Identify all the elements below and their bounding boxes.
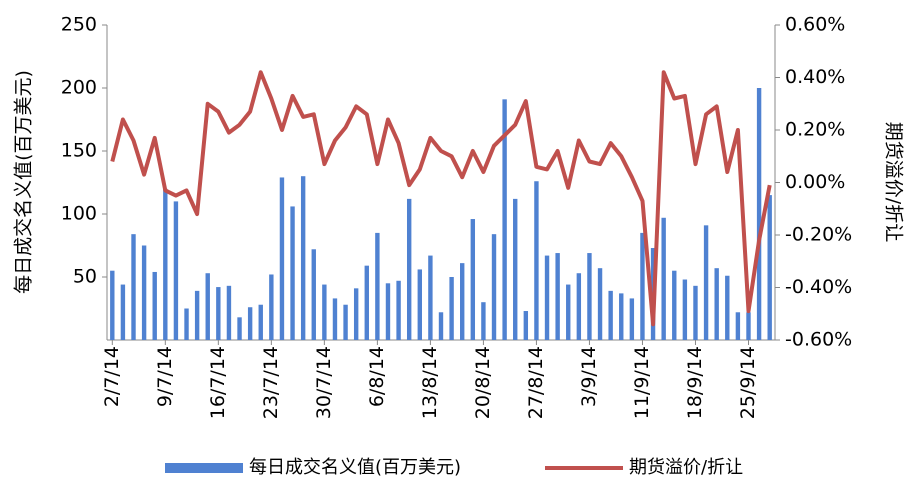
x-tick-label: 2/7/14 xyxy=(101,346,123,407)
bar xyxy=(184,308,189,340)
bar xyxy=(226,285,232,340)
bar xyxy=(460,263,465,340)
bar xyxy=(502,99,507,340)
bar xyxy=(353,288,359,340)
bar xyxy=(163,188,168,340)
bar xyxy=(513,198,518,340)
x-tick-label: 11/9/14 xyxy=(631,346,653,419)
bar xyxy=(470,219,476,340)
y2-tick-label: -0.40% xyxy=(785,276,852,298)
bar xyxy=(555,253,560,340)
bar xyxy=(428,255,433,340)
bar xyxy=(725,275,730,340)
x-tick-label: 9/7/14 xyxy=(154,346,176,407)
bar xyxy=(566,284,571,340)
y2-tick-label: 0.20% xyxy=(785,119,845,141)
bar xyxy=(449,277,454,340)
bar xyxy=(438,312,444,340)
bar xyxy=(481,302,486,340)
bar xyxy=(672,270,677,340)
bar xyxy=(491,234,497,340)
bar xyxy=(693,285,698,340)
bar xyxy=(534,181,539,340)
bar xyxy=(756,88,762,340)
y-axis-title: 每日成交名义值(百万美元) xyxy=(13,70,35,294)
bar xyxy=(258,304,263,340)
bar xyxy=(746,312,751,340)
bar xyxy=(300,176,306,340)
bar xyxy=(173,201,179,340)
bar xyxy=(619,293,624,340)
x-tick-label: 20/8/14 xyxy=(472,346,494,419)
bar xyxy=(661,217,666,340)
bar xyxy=(375,232,380,340)
y2-tick-label: 0.40% xyxy=(785,66,845,88)
bar xyxy=(290,206,295,340)
bar xyxy=(629,298,635,340)
bar xyxy=(131,234,136,340)
y-tick-label: 100 xyxy=(61,203,97,225)
bar xyxy=(523,311,529,340)
y-tick-label: 150 xyxy=(61,140,97,162)
bar xyxy=(767,195,772,340)
bar xyxy=(152,271,157,340)
y-tick-label: 50 xyxy=(73,266,97,288)
bar xyxy=(141,245,147,340)
bar xyxy=(396,280,401,340)
x-tick-label: 23/7/14 xyxy=(260,346,282,419)
bar xyxy=(237,317,242,340)
y2-tick-label: -0.20% xyxy=(785,224,852,246)
bar xyxy=(247,307,253,340)
legend-label: 期货溢价/折让 xyxy=(629,457,743,478)
y-tick-label: 250 xyxy=(61,14,97,36)
y2-tick-label: 0.60% xyxy=(785,14,845,36)
bar xyxy=(343,304,348,340)
x-tick-label: 18/9/14 xyxy=(684,346,706,419)
bar xyxy=(682,279,688,340)
bar xyxy=(714,268,719,340)
legend-swatch xyxy=(165,463,243,473)
bar xyxy=(311,249,316,340)
legend-label: 每日成交名义值(百万美元) xyxy=(249,457,461,478)
bar xyxy=(385,283,391,340)
line xyxy=(110,70,772,327)
bar xyxy=(417,269,422,340)
bar xyxy=(608,290,613,340)
x-tick-label: 30/7/14 xyxy=(313,346,335,419)
bar xyxy=(110,270,115,340)
bar xyxy=(216,287,221,340)
bar xyxy=(640,232,645,340)
bar xyxy=(735,312,741,340)
bar xyxy=(364,265,369,340)
y2-axis-title: 期货溢价/折让 xyxy=(883,122,905,242)
bar xyxy=(120,284,126,340)
y2-tick-label: -0.60% xyxy=(785,329,852,351)
y2-tick-label: 0.00% xyxy=(785,171,845,193)
bar xyxy=(279,177,285,340)
x-tick-label: 3/9/14 xyxy=(578,346,600,407)
bar xyxy=(544,255,550,340)
x-tick-label: 13/8/14 xyxy=(419,346,441,419)
bar xyxy=(576,273,582,340)
bar xyxy=(194,290,200,340)
x-tick-label: 25/9/14 xyxy=(737,346,759,419)
x-tick-label: 6/8/14 xyxy=(366,346,388,407)
bar xyxy=(269,274,274,340)
bar xyxy=(332,298,338,340)
bar xyxy=(587,253,592,340)
bar xyxy=(703,225,709,340)
x-tick-label: 16/7/14 xyxy=(207,346,229,419)
y-tick-label: 200 xyxy=(61,77,97,99)
bar xyxy=(205,273,210,340)
bar xyxy=(406,198,412,340)
x-tick-label: 27/8/14 xyxy=(525,346,547,419)
bar xyxy=(597,268,603,340)
bar xyxy=(322,284,327,340)
